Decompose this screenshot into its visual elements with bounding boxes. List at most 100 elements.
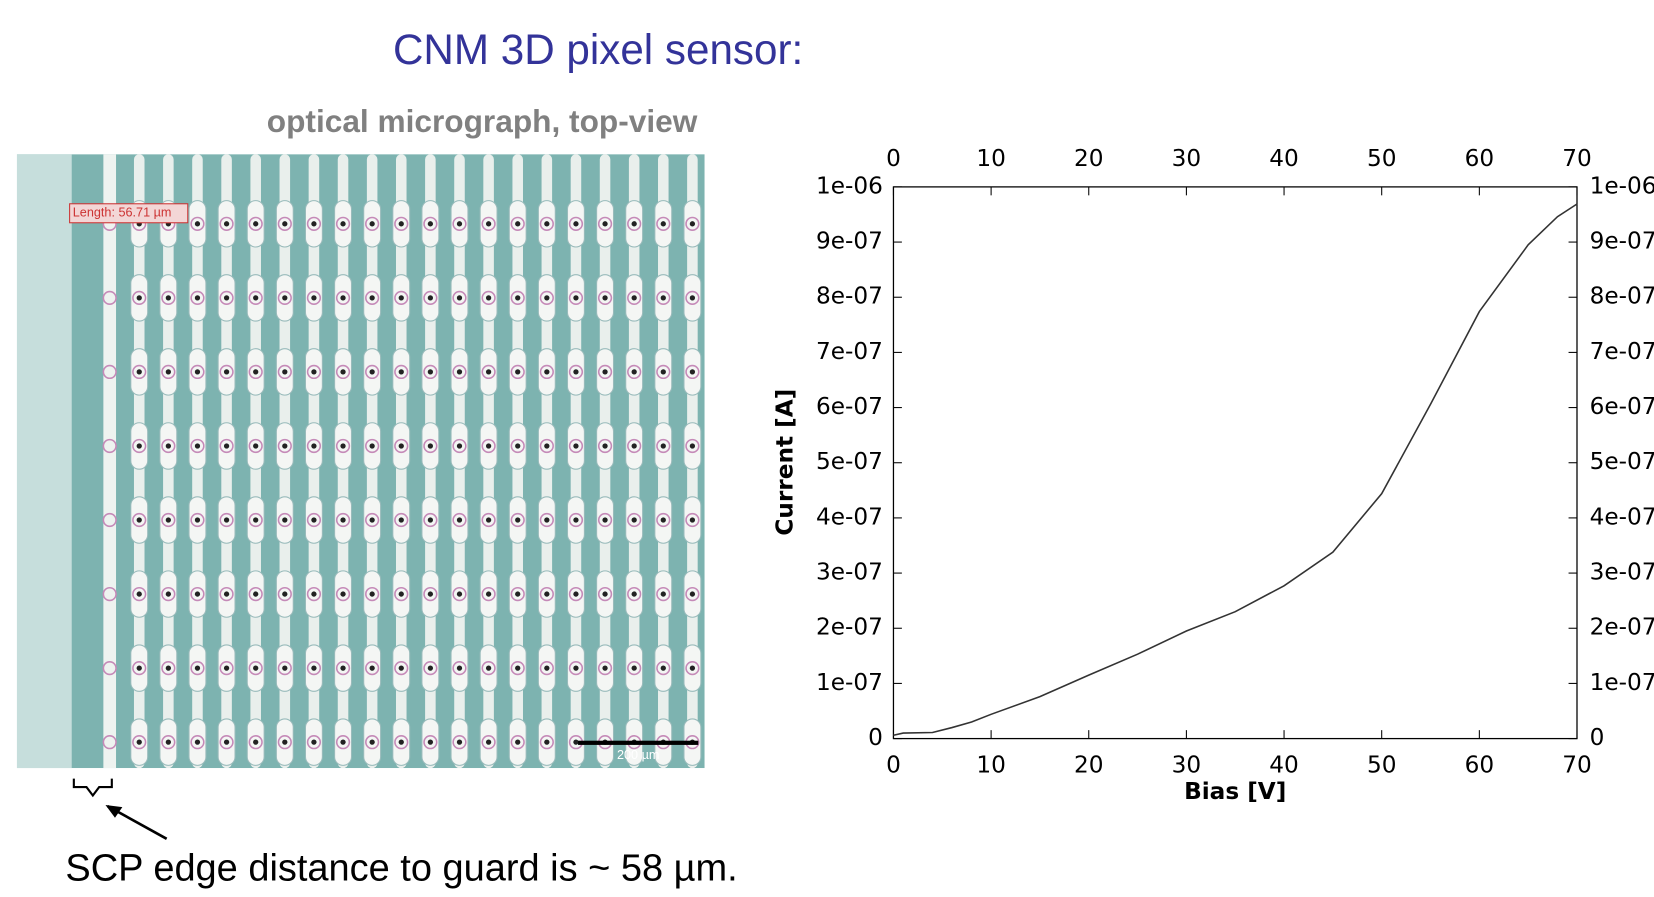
column-electrode <box>335 586 351 602</box>
column-core <box>660 443 666 449</box>
column-core <box>515 665 521 671</box>
column-electrode <box>306 512 322 528</box>
x-tick-label-top: 0 <box>886 145 901 172</box>
column-core <box>573 443 579 449</box>
column-core <box>427 369 434 375</box>
column-core <box>485 591 492 597</box>
column-core <box>165 591 171 597</box>
column-core <box>369 221 375 227</box>
column-electrode <box>190 660 205 676</box>
column-core <box>136 739 142 745</box>
column-core <box>282 295 288 301</box>
column-core <box>573 591 579 597</box>
column-core <box>398 739 404 745</box>
column-core <box>660 369 666 375</box>
column-electrode <box>597 512 613 528</box>
column-core <box>660 221 666 227</box>
column-core <box>165 443 171 449</box>
column-electrode <box>656 586 671 602</box>
column-electrode <box>132 735 147 750</box>
guard-electrode <box>102 438 117 454</box>
column-core <box>223 221 230 227</box>
column-electrode <box>277 660 292 676</box>
y-tick-label-right: 1e-07 <box>1590 669 1654 696</box>
column-core <box>515 369 521 375</box>
column-electrode <box>365 512 380 528</box>
guard-electrode <box>102 364 117 380</box>
column-core <box>456 369 463 375</box>
column-electrode <box>219 660 234 676</box>
column-electrode <box>539 735 554 750</box>
column-core <box>689 221 696 227</box>
column-electrode <box>685 216 700 231</box>
column-electrode <box>132 660 147 676</box>
column-electrode <box>365 290 380 305</box>
column-core <box>369 665 375 671</box>
column-electrode <box>597 586 613 602</box>
column-electrode <box>656 290 671 305</box>
column-core <box>573 665 579 671</box>
column-core <box>602 443 608 449</box>
column-core <box>689 517 696 523</box>
column-core <box>689 665 696 671</box>
guard-electrode <box>102 735 117 750</box>
guard-electrode <box>102 512 117 528</box>
column-electrode <box>685 290 700 305</box>
column-electrode <box>394 512 409 528</box>
column-core <box>253 665 259 671</box>
y-tick-label: 7e-07 <box>816 338 883 365</box>
column-electrode <box>335 216 351 231</box>
column-electrode <box>190 438 205 454</box>
column-electrode <box>568 290 584 305</box>
column-core <box>631 295 637 301</box>
column-electrode <box>423 735 438 750</box>
column-core <box>136 665 142 671</box>
column-electrode <box>685 512 700 528</box>
column-core <box>660 295 666 301</box>
column-core <box>485 443 492 449</box>
column-core <box>253 443 259 449</box>
column-core <box>456 739 463 745</box>
column-core <box>602 295 608 301</box>
column-core <box>223 517 230 523</box>
column-core <box>485 295 492 301</box>
column-electrode <box>656 438 671 454</box>
column-electrode <box>335 438 351 454</box>
column-electrode <box>452 216 467 231</box>
column-core <box>282 739 288 745</box>
column-core <box>340 665 346 671</box>
column-electrode <box>627 512 642 528</box>
column-electrode <box>277 438 292 454</box>
y-tick-label-right: 6e-07 <box>1590 393 1654 420</box>
column-core <box>398 369 404 375</box>
column-electrode <box>190 216 205 231</box>
iv-curve <box>893 203 1578 737</box>
column-core <box>194 369 201 375</box>
column-electrode <box>597 216 613 231</box>
column-core <box>194 221 201 227</box>
column-core <box>136 517 142 523</box>
column-electrode <box>365 660 380 676</box>
column-core <box>311 443 317 449</box>
column-core <box>194 665 201 671</box>
column-electrode <box>597 290 613 305</box>
micrograph <box>16 154 705 769</box>
column-core <box>602 221 608 227</box>
column-electrode <box>481 290 496 305</box>
column-electrode <box>161 290 176 305</box>
brace <box>72 778 113 798</box>
column-electrode <box>510 512 525 528</box>
column-core <box>165 517 171 523</box>
column-core <box>544 369 550 375</box>
column-electrode <box>394 216 409 231</box>
column-core <box>427 443 434 449</box>
column-core <box>340 443 346 449</box>
column-electrode <box>132 512 147 528</box>
column-core <box>544 517 550 523</box>
column-core <box>631 221 637 227</box>
x-tick-label-top: 20 <box>1074 145 1104 172</box>
column-core <box>427 739 434 745</box>
column-core <box>456 295 463 301</box>
column-core <box>427 517 434 523</box>
column-electrode <box>365 735 380 750</box>
